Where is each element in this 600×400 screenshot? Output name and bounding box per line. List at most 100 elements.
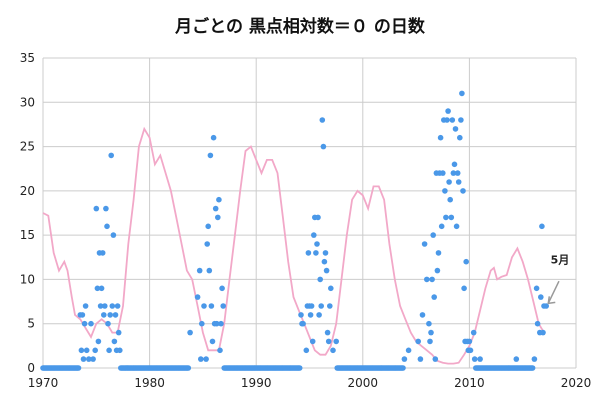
data-point bbox=[208, 303, 215, 309]
x-tick-label: 2020 bbox=[561, 376, 592, 390]
data-point bbox=[442, 188, 448, 194]
data-point bbox=[115, 329, 122, 336]
data-point bbox=[319, 117, 326, 123]
x-tick-label: 2010 bbox=[454, 376, 485, 390]
data-point bbox=[444, 117, 450, 123]
data-point-zero bbox=[529, 365, 536, 371]
data-point bbox=[300, 320, 306, 327]
data-point bbox=[539, 223, 545, 230]
data-point bbox=[330, 347, 336, 354]
data-point bbox=[315, 214, 321, 221]
data-point bbox=[421, 241, 428, 247]
smoothed-line bbox=[42, 126, 545, 365]
data-point bbox=[431, 294, 438, 300]
data-point bbox=[90, 356, 96, 362]
data-point bbox=[194, 294, 201, 300]
data-point bbox=[94, 285, 101, 292]
data-point bbox=[449, 117, 456, 123]
annotation-arrow bbox=[547, 280, 560, 304]
data-point bbox=[321, 258, 328, 265]
data-point bbox=[323, 267, 330, 274]
data-point bbox=[198, 356, 204, 362]
data-point bbox=[97, 303, 104, 309]
data-point bbox=[458, 117, 464, 123]
data-point bbox=[95, 338, 102, 345]
data-point bbox=[432, 356, 439, 362]
y-tick-label: 0 bbox=[27, 361, 35, 375]
data-point bbox=[212, 205, 219, 212]
data-point bbox=[325, 338, 332, 345]
data-point bbox=[429, 276, 435, 283]
data-point bbox=[314, 241, 320, 247]
data-point bbox=[303, 347, 310, 354]
data-point bbox=[451, 161, 458, 168]
data-point bbox=[204, 241, 210, 247]
annotation-label: 5月 bbox=[551, 253, 570, 266]
data-point bbox=[107, 312, 113, 318]
x-tick-label: 1970 bbox=[28, 376, 59, 390]
data-point bbox=[531, 356, 538, 362]
data-point bbox=[454, 170, 461, 176]
data-point bbox=[460, 188, 466, 194]
data-point bbox=[219, 285, 225, 292]
data-point bbox=[477, 356, 483, 362]
data-point bbox=[448, 214, 455, 221]
data-point bbox=[209, 338, 216, 345]
data-point bbox=[99, 250, 106, 256]
data-point bbox=[105, 320, 111, 327]
data-point bbox=[108, 152, 114, 159]
data-point bbox=[513, 356, 520, 362]
data-point bbox=[104, 223, 110, 230]
data-point bbox=[308, 303, 315, 309]
data-point bbox=[80, 356, 87, 362]
data-point-zero bbox=[75, 365, 82, 371]
data-point bbox=[533, 285, 540, 292]
data-points bbox=[40, 90, 549, 371]
data-point bbox=[196, 267, 203, 274]
y-tick-label: 10 bbox=[20, 272, 35, 286]
data-point bbox=[320, 143, 327, 150]
data-point bbox=[452, 126, 459, 132]
data-point bbox=[83, 347, 90, 354]
data-point bbox=[466, 338, 473, 345]
data-point bbox=[216, 196, 222, 203]
data-point bbox=[405, 347, 412, 354]
data-point-zero bbox=[400, 365, 406, 371]
chart-title: 月ごとの 黒点相対数＝０ の日数 bbox=[174, 16, 426, 37]
y-tick-label: 15 bbox=[20, 228, 35, 242]
data-point bbox=[426, 320, 432, 327]
data-point bbox=[78, 347, 85, 354]
data-point bbox=[324, 329, 331, 336]
data-point bbox=[461, 285, 467, 292]
data-point bbox=[316, 312, 322, 318]
y-tick-label: 35 bbox=[20, 51, 35, 65]
x-axis: 1970 1980 1990 2000 2010 2020 bbox=[28, 376, 592, 390]
data-point bbox=[447, 196, 454, 203]
data-point bbox=[82, 303, 89, 309]
data-point-zero bbox=[185, 365, 192, 371]
data-point bbox=[117, 347, 123, 354]
x-tick-label: 1980 bbox=[134, 376, 165, 390]
data-point bbox=[446, 179, 452, 185]
data-point bbox=[430, 232, 437, 238]
data-point bbox=[333, 338, 340, 345]
data-point bbox=[214, 320, 220, 327]
data-point bbox=[463, 258, 470, 265]
data-point bbox=[112, 312, 119, 318]
data-point bbox=[101, 312, 107, 318]
y-tick-label: 20 bbox=[20, 184, 35, 198]
data-point bbox=[98, 285, 105, 292]
data-point bbox=[540, 329, 546, 336]
y-tick-label: 30 bbox=[20, 95, 35, 109]
data-point bbox=[428, 329, 434, 336]
data-point bbox=[543, 303, 549, 309]
data-point bbox=[307, 312, 314, 318]
x-tick-label: 2000 bbox=[348, 376, 379, 390]
data-point bbox=[438, 223, 445, 230]
data-point bbox=[210, 134, 217, 141]
data-point bbox=[450, 170, 457, 176]
data-point bbox=[207, 152, 214, 159]
data-point-zero bbox=[296, 365, 303, 371]
data-point bbox=[434, 267, 441, 274]
data-point bbox=[79, 312, 86, 318]
